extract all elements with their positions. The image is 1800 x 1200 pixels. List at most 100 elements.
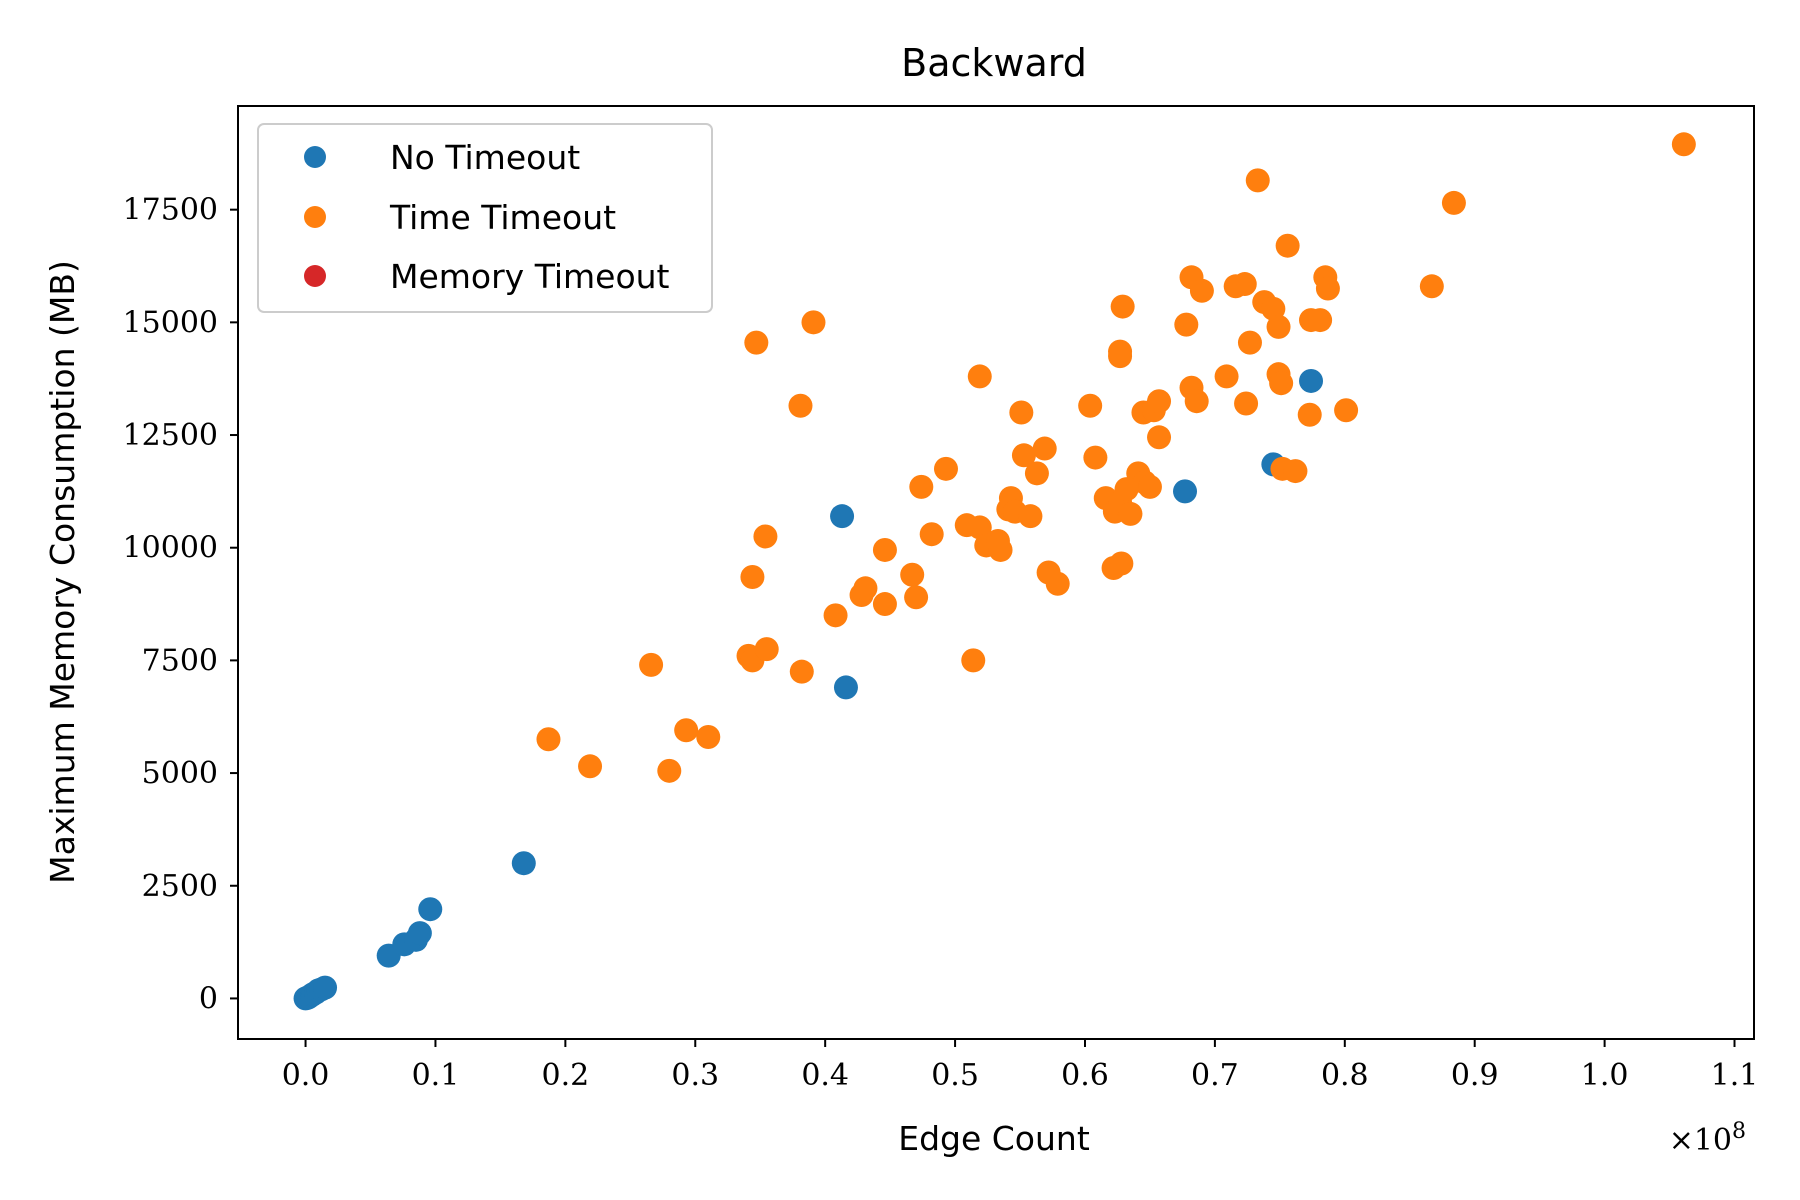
data-point-no-timeout [418,897,443,922]
x-tick-label: 0.1 [412,1058,460,1093]
x-tick-label: 0.3 [671,1058,719,1093]
data-point-time-timeout [1261,296,1286,321]
x-offset-exponent: 8 [1732,1119,1746,1144]
data-point-time-timeout [872,592,897,617]
data-point-time-timeout [1174,312,1199,337]
x-tick-label: 0.6 [1061,1058,1109,1093]
data-point-time-timeout [1045,571,1070,596]
data-point-time-timeout [740,565,765,590]
data-point-time-timeout [744,330,769,355]
data-point-time-timeout [872,537,897,562]
data-point-time-timeout [1137,474,1162,499]
data-point-time-timeout [801,310,826,335]
data-point-no-timeout [407,921,432,946]
data-point-time-timeout [961,648,986,673]
data-point-time-timeout [1266,314,1291,339]
data-point-no-timeout [313,975,338,1000]
data-point-no-timeout [833,675,858,700]
data-point-time-timeout [967,364,992,389]
x-tick-label: 0.2 [542,1058,590,1093]
y-tick-label: 7500 [142,643,218,678]
data-point-time-timeout [1315,276,1340,301]
data-point-time-timeout [789,659,814,684]
data-point-time-timeout [1109,551,1134,576]
data-point-time-timeout [1110,294,1135,319]
data-point-time-timeout [657,758,682,783]
y-axis-label: Maximum Memory Consumption (MB) [43,260,82,884]
data-point-time-timeout [919,522,944,547]
data-point-time-timeout [1308,308,1333,333]
legend-label-no-timeout: No Timeout [390,138,580,177]
legend-marker-no-timeout [304,146,326,168]
legend: No Timeout Time Timeout Memory Timeout [257,123,713,313]
data-point-time-timeout [674,718,699,743]
data-point-time-timeout [639,652,664,677]
data-point-time-timeout [1114,477,1139,502]
data-point-time-timeout [1032,436,1057,461]
data-point-time-timeout [536,727,561,752]
y-tick-label: 2500 [142,869,218,904]
data-point-time-timeout [1018,504,1043,529]
data-point-time-timeout [1283,459,1308,484]
data-point-time-timeout [967,515,992,540]
legend-label-memory-timeout: Memory Timeout [390,257,670,296]
x-tick-label: 0.4 [801,1058,849,1093]
data-point-time-timeout [823,603,848,628]
data-point-no-timeout [1299,368,1324,393]
x-tick-label: 0.9 [1451,1058,1499,1093]
data-point-no-timeout [511,851,536,876]
data-point-time-timeout [853,576,878,601]
x-axis-ticks: 0.0 0.1 0.2 0.3 0.4 0.5 0.6 0.7 0.8 0.9 1.0 1.1 [282,1039,1759,1093]
x-tick-label: 1.1 [1711,1058,1759,1093]
data-point-time-timeout [696,725,721,750]
data-point-time-timeout [1269,371,1294,396]
x-tick-label: 0.7 [1191,1058,1239,1093]
y-tick-label: 0 [199,981,218,1016]
data-point-time-timeout [1245,168,1270,193]
data-point-no-timeout [1173,479,1198,504]
data-point-time-timeout [1275,233,1300,258]
data-point-time-timeout [1419,274,1444,299]
x-offset-label: ×108 [1669,1119,1746,1158]
x-axis-label: Edge Count [898,1119,1090,1158]
data-point-time-timeout [1118,501,1143,526]
data-point-time-timeout [1334,398,1359,423]
data-point-time-timeout [1083,445,1108,470]
data-point-time-timeout [753,524,778,549]
data-point-time-timeout [1009,400,1034,425]
legend-label-time-timeout: Time Timeout [389,198,616,237]
data-point-time-timeout [1147,389,1172,414]
data-point-time-timeout [1011,443,1036,468]
legend-frame [257,123,713,313]
x-tick-label: 0.8 [1321,1058,1369,1093]
x-tick-label: 0.5 [931,1058,979,1093]
data-point-time-timeout [909,474,934,499]
data-point-time-timeout [1232,272,1257,297]
data-point-time-timeout [988,537,1013,562]
data-point-time-timeout [1024,461,1049,486]
data-point-time-timeout [1234,391,1259,416]
data-point-no-timeout [830,504,855,529]
y-tick-label: 12500 [123,418,218,453]
plot-area-frame [237,105,1755,1040]
y-tick-label: 17500 [123,193,218,228]
data-point-time-timeout [788,393,813,418]
y-tick-label: 5000 [142,756,218,791]
data-point-time-timeout [1184,389,1209,414]
y-axis-ticks: 0 2500 5000 7500 10000 12500 15000 17500 [123,193,238,1016]
legend-marker-time-timeout [304,206,326,228]
data-point-time-timeout [1214,364,1239,389]
x-tick-label: 1.0 [1581,1058,1629,1093]
y-tick-label: 10000 [123,531,218,566]
chart-title: Backward [901,41,1087,85]
data-point-time-timeout [1108,344,1133,369]
data-point-time-timeout [1078,393,1103,418]
data-point-time-timeout [933,456,958,481]
data-points [293,132,1696,1011]
data-point-time-timeout [1441,190,1466,215]
data-point-time-timeout [1671,132,1696,157]
data-point-time-timeout [1147,425,1172,450]
data-point-time-timeout [900,562,925,587]
data-point-time-timeout [754,637,779,662]
